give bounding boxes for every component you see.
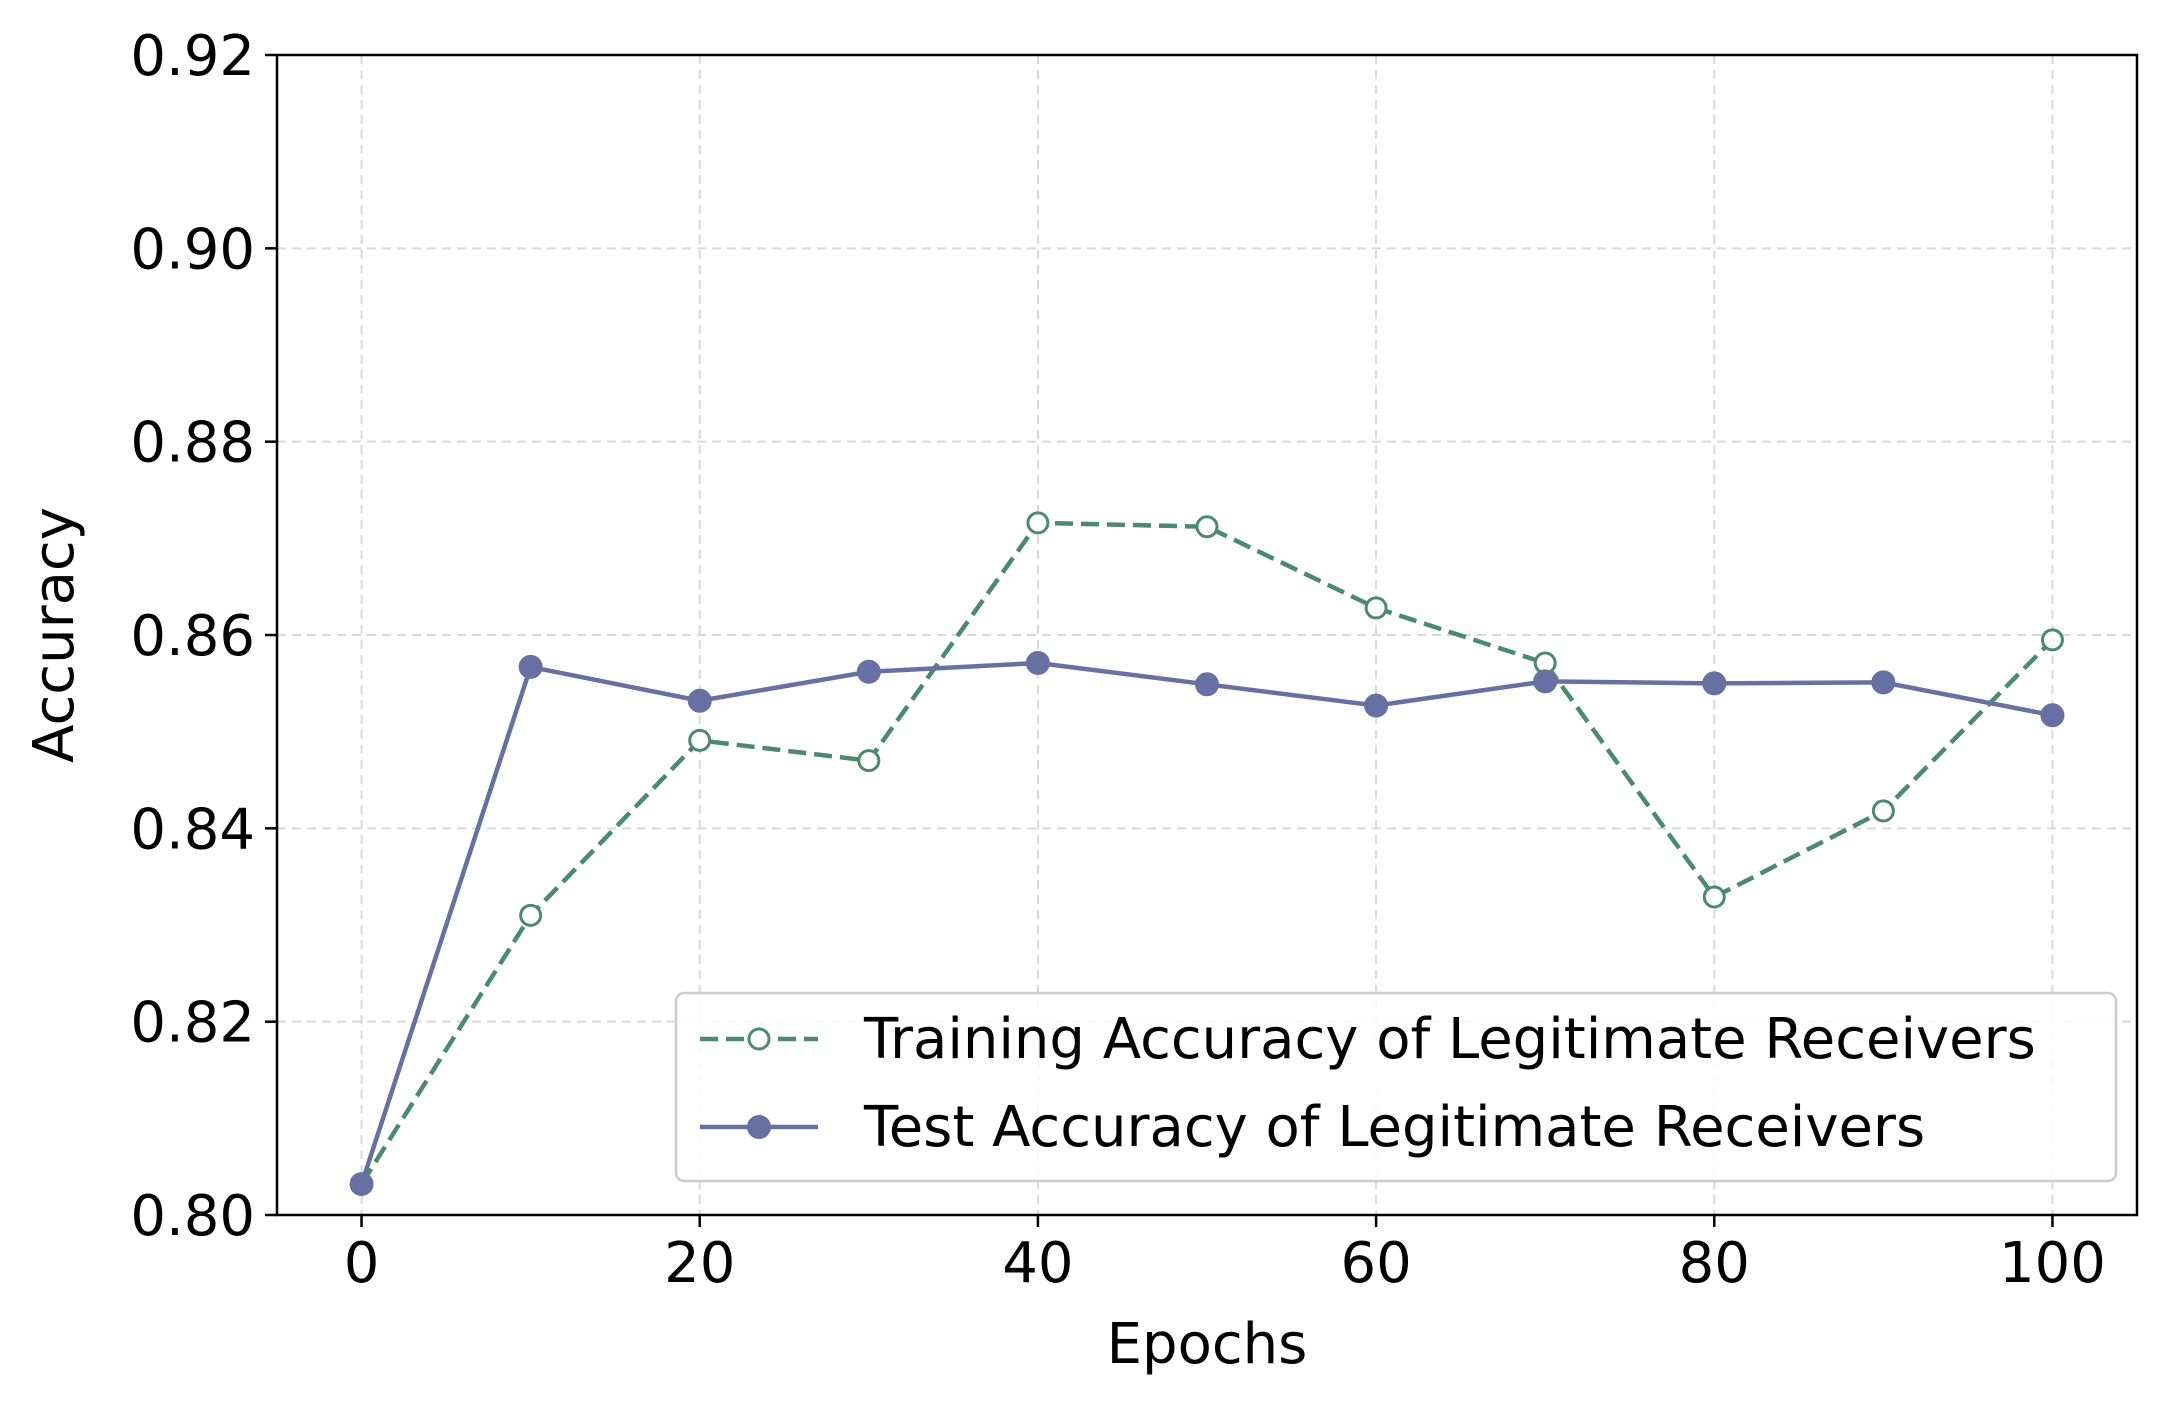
x-tick-label: 40 <box>1002 1231 1073 1296</box>
y-tick-label: 0.92 <box>130 24 255 89</box>
test-accuracy-point <box>856 659 881 684</box>
legend: Training Accuracy of Legitimate Receiver… <box>674 991 2118 1183</box>
tick-layer: 0 20 40 60 80 100 0.80 0.82 0.84 0.86 0.88 0.90 0.92 <box>130 24 2106 1296</box>
training-accuracy-point <box>2040 628 2064 652</box>
y-tick-label: 0.82 <box>130 991 255 1056</box>
test-accuracy-point <box>518 654 543 679</box>
training-accuracy-point <box>1702 885 1726 909</box>
training-accuracy-point <box>1026 511 1050 535</box>
y-tick-label: 0.84 <box>130 797 255 862</box>
test-accuracy-point <box>1025 651 1050 676</box>
training-accuracy-point <box>1195 515 1219 539</box>
training-accuracy-point <box>688 728 712 752</box>
test-accuracy-point <box>2040 703 2065 728</box>
legend-training-label: Training Accuracy of Legitimate Receiver… <box>863 1007 2036 1072</box>
test-accuracy-point <box>1871 670 1896 695</box>
x-tick-label: 20 <box>664 1231 735 1296</box>
legend-test-marker-icon <box>747 1115 771 1139</box>
legend-box <box>674 991 2118 1183</box>
training-accuracy-point <box>1364 596 1388 620</box>
x-tick-label: 60 <box>1340 1231 1411 1296</box>
test-accuracy-point <box>1533 669 1558 694</box>
training-accuracy-point <box>857 749 881 773</box>
test-accuracy-point <box>687 688 712 713</box>
x-tick-label: 0 <box>344 1231 380 1296</box>
series-layer <box>349 511 2065 1197</box>
training-accuracy-point <box>1871 799 1895 823</box>
x-tick-label: 100 <box>1999 1231 2106 1296</box>
x-axis-label: Epochs <box>1107 1312 1308 1377</box>
legend-training-marker-icon <box>747 1027 771 1051</box>
y-tick-label: 0.88 <box>130 411 255 476</box>
test-accuracy-point <box>1702 671 1727 696</box>
legend-test-label: Test Accuracy of Legitimate Receivers <box>863 1095 1925 1160</box>
y-tick-label: 0.80 <box>130 1184 255 1249</box>
y-tick-label: 0.86 <box>130 604 255 669</box>
y-axis-label: Accuracy <box>22 507 87 763</box>
test-accuracy-point <box>1364 693 1389 718</box>
training-accuracy-point <box>519 903 543 927</box>
x-tick-label: 80 <box>1679 1231 1750 1296</box>
test-accuracy-point <box>349 1172 374 1197</box>
training-accuracy-line <box>359 520 2055 1186</box>
test-accuracy-point <box>1195 672 1219 697</box>
y-tick-label: 0.90 <box>130 217 255 282</box>
